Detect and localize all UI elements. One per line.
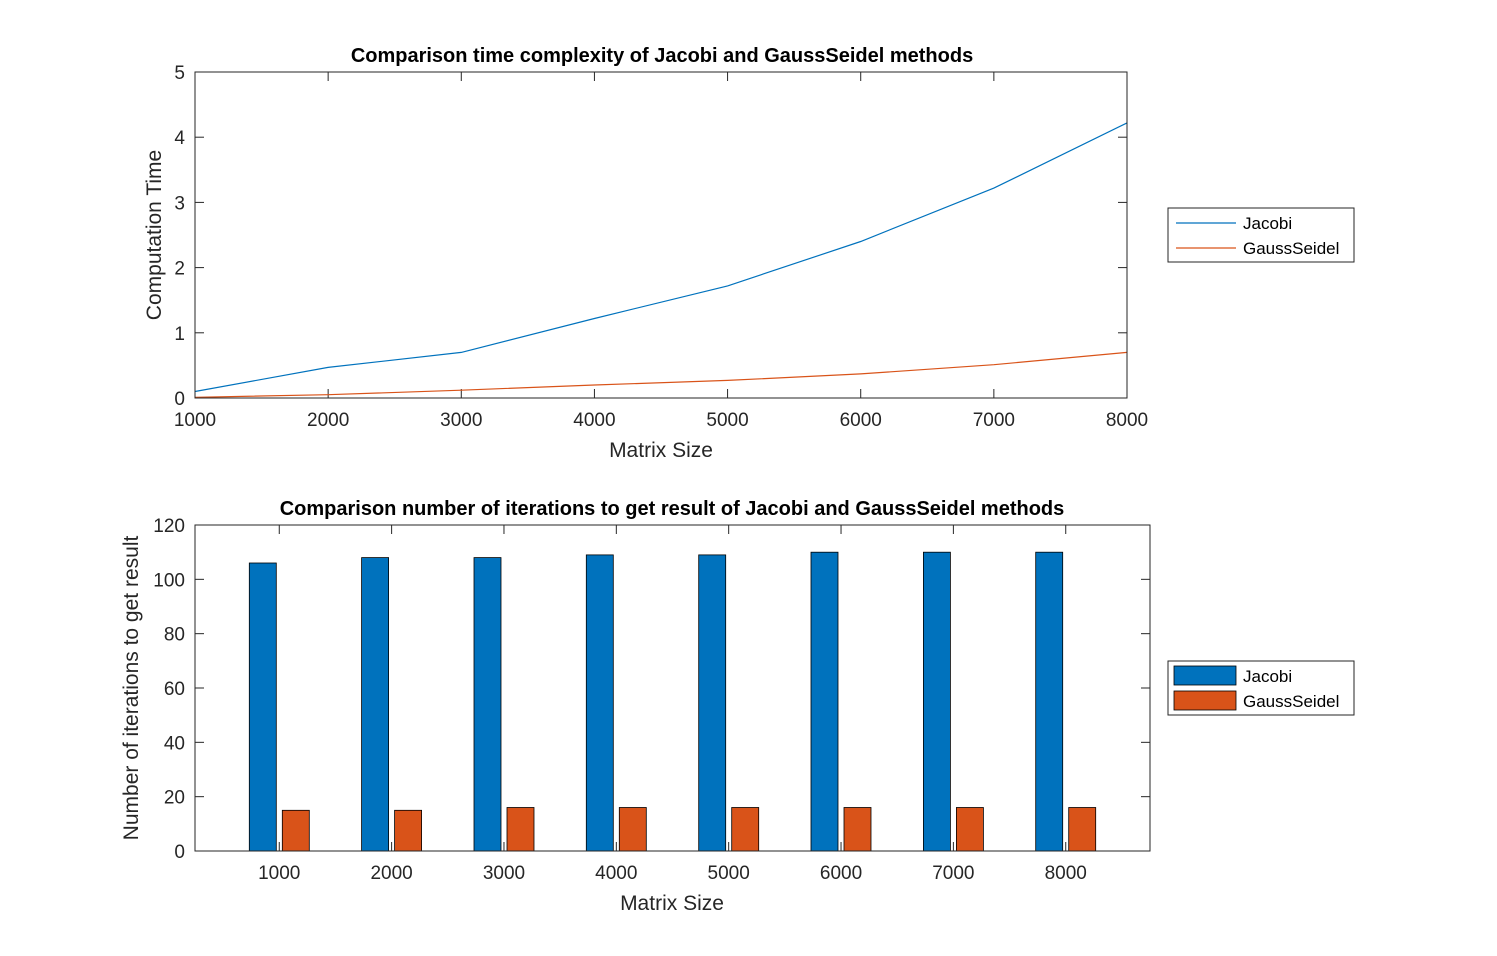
y-tick-label: 40	[164, 733, 185, 754]
bar-gaussseidel	[956, 807, 984, 852]
legend-label-jacobi: Jacobi	[1243, 667, 1292, 686]
legend-label-gaussseidel: GaussSeidel	[1243, 692, 1339, 711]
y-tick-label: 1	[174, 324, 185, 345]
y-tick-label: 60	[164, 679, 185, 700]
y-axis-label: Number of iterations to get result	[120, 536, 143, 841]
bar-jacobi	[923, 551, 951, 852]
chart-title: Comparison time complexity of Jacobi and…	[351, 45, 973, 67]
y-tick-label: 0	[174, 842, 185, 863]
x-tick-label: 5000	[706, 410, 748, 431]
plot-box	[194, 524, 1151, 852]
x-tick-label: 6000	[820, 863, 862, 884]
x-tick-label: 5000	[708, 863, 750, 884]
bar-gaussseidel	[618, 807, 647, 852]
series-line-jacobi	[194, 122, 1128, 393]
bar-gaussseidel	[843, 807, 872, 852]
x-tick-label: 7000	[973, 410, 1015, 431]
bar-jacobi	[585, 554, 614, 852]
x-tick-label: 4000	[573, 410, 615, 431]
legend: Jacobi GaussSeidel	[1167, 660, 1355, 716]
x-tick-label: 2000	[370, 863, 412, 884]
x-tick-label: 4000	[595, 863, 637, 884]
chart-title: Comparison number of iterations to get r…	[280, 498, 1065, 520]
legend-label-gaussseidel: GaussSeidel	[1243, 239, 1339, 258]
bar-gaussseidel	[1068, 807, 1097, 852]
y-tick-label: 80	[164, 625, 185, 646]
x-tick-label: 7000	[932, 863, 974, 884]
legend: Jacobi GaussSeidel	[1167, 207, 1355, 263]
x-axis-label: Matrix Size	[620, 892, 724, 915]
bar-jacobi	[1035, 551, 1064, 852]
series-line-gaussseidel	[194, 351, 1128, 398]
bar-jacobi	[248, 562, 277, 852]
x-axis-label: Matrix Size	[609, 439, 713, 462]
line-chart: Comparison time complexity of Jacobi and…	[143, 45, 1355, 462]
legend-swatch-gaussseidel	[1173, 690, 1237, 711]
bar-jacobi	[698, 554, 727, 852]
tick-labels: 1000 2000 3000 4000 5000 6000 7000 8000 0 20 40 60 8…	[153, 516, 1150, 884]
x-tick-label: 1000	[174, 410, 216, 431]
x-tick-label: 1000	[258, 863, 300, 884]
y-tick-label: 0	[174, 389, 185, 410]
x-tick-label: 3000	[440, 410, 482, 431]
bar-jacobi	[473, 557, 502, 852]
x-tick-label: 8000	[1106, 410, 1148, 431]
x-tick-label: 6000	[840, 410, 882, 431]
x-tick-label: 2000	[307, 410, 349, 431]
plot-box	[194, 71, 1128, 399]
bar-jacobi	[361, 557, 390, 852]
y-tick-label: 2	[174, 259, 185, 280]
series-lines	[194, 122, 1128, 398]
legend-swatch-jacobi	[1173, 665, 1237, 686]
legend-box	[1167, 207, 1355, 263]
y-tick-label: 3	[174, 193, 185, 214]
bars	[248, 551, 1097, 852]
bar-gaussseidel	[394, 809, 423, 852]
x-tick-label: 8000	[1045, 863, 1087, 884]
y-tick-label: 20	[164, 788, 185, 809]
y-tick-label: 100	[153, 570, 185, 591]
y-tick-label: 5	[174, 63, 185, 84]
x-tick-label: 3000	[483, 863, 525, 884]
bar-gaussseidel	[731, 807, 760, 852]
tick-labels: 1000 2000 3000 4000 5000 6000 7000 8000 0 1 2 3 4 5	[174, 63, 1148, 431]
y-tick-label: 120	[153, 516, 185, 537]
bar-gaussseidel	[506, 807, 535, 852]
y-tick-label: 4	[174, 128, 185, 149]
bar-jacobi	[810, 551, 839, 852]
bar-gaussseidel	[281, 809, 310, 852]
bar-chart: Comparison number of iterations to get r…	[120, 498, 1355, 915]
y-axis-label: Computation Time	[143, 150, 166, 320]
legend-label-jacobi: Jacobi	[1243, 214, 1292, 233]
